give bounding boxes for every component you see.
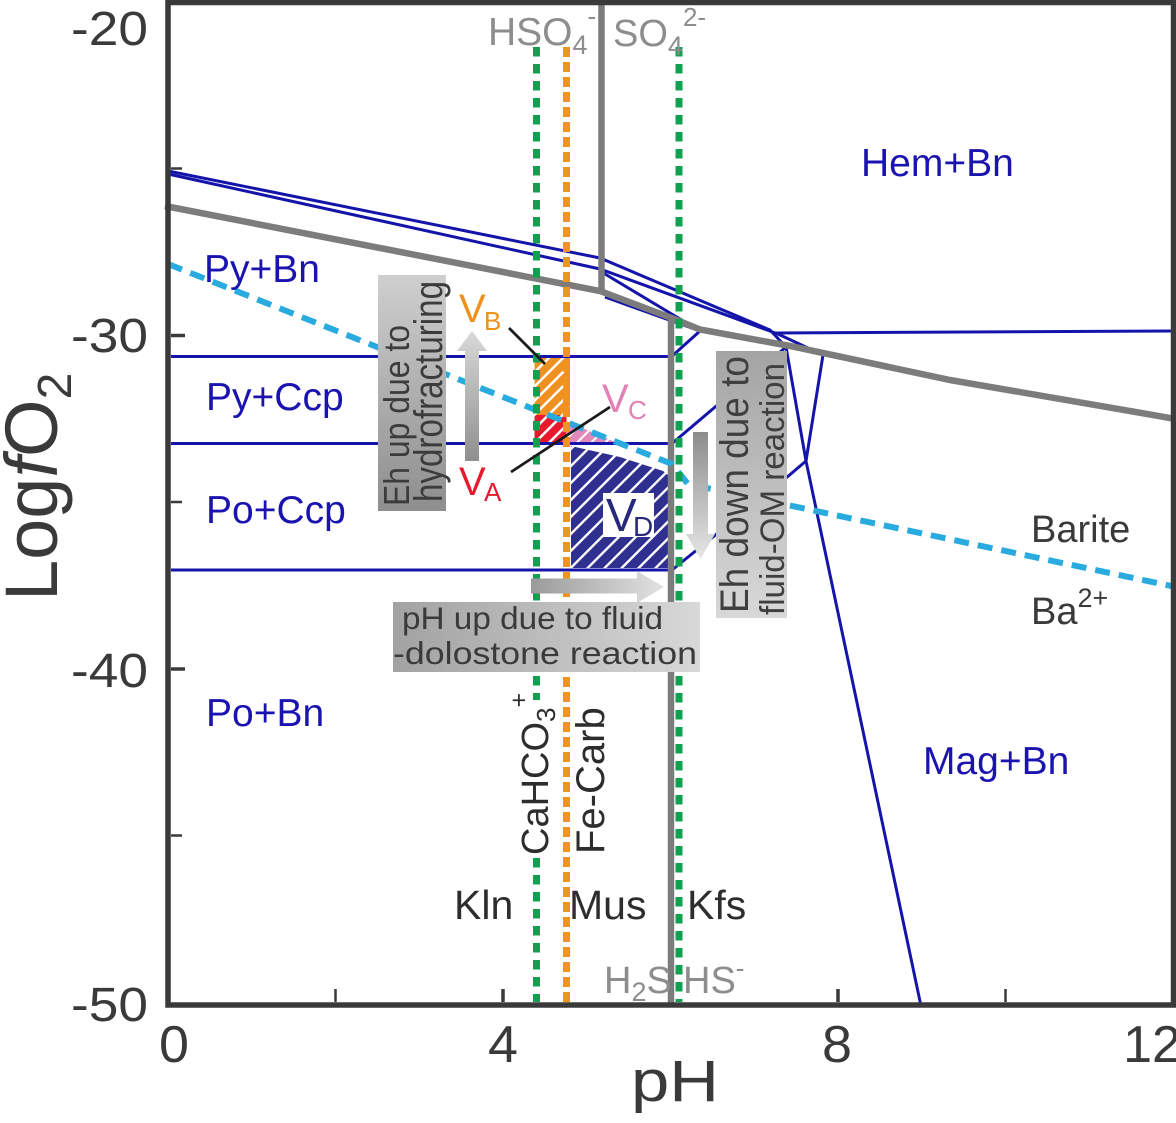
svg-text:V: V (459, 287, 486, 331)
svg-text:0: 0 (159, 1016, 189, 1074)
svg-text:-30: -30 (71, 310, 148, 363)
svg-text:4: 4 (488, 1016, 518, 1074)
svg-text:pH: pH (631, 1049, 719, 1114)
svg-text:Py+Bn: Py+Bn (204, 248, 320, 291)
svg-text:12: 12 (1123, 1016, 1176, 1074)
svg-text:Kln: Kln (454, 882, 513, 928)
svg-text:hydrofracturing: hydrofracturing (407, 281, 451, 502)
svg-text:Fe-Carb: Fe-Carb (569, 707, 613, 854)
svg-text:fluid-OM reaction: fluid-OM reaction (754, 363, 792, 615)
svg-text:8: 8 (822, 1016, 852, 1074)
svg-text:V: V (602, 377, 629, 421)
svg-text:Hem+Bn: Hem+Bn (861, 142, 1014, 185)
svg-text:pH up due to fluid: pH up due to fluid (402, 600, 663, 636)
svg-text:Kfs: Kfs (687, 882, 746, 928)
svg-text:C: C (628, 395, 647, 425)
svg-text:Py+Ccp: Py+Ccp (206, 376, 344, 419)
svg-text:B: B (484, 306, 501, 336)
svg-text:-20: -20 (71, 3, 148, 56)
svg-text:V: V (459, 460, 486, 504)
svg-text:V: V (606, 489, 637, 541)
svg-text:Eh up due to: Eh up due to (376, 325, 417, 506)
svg-text:Mag+Bn: Mag+Bn (923, 740, 1069, 783)
svg-text:LogfO2: LogfO2 (0, 373, 82, 601)
svg-text:HS-: HS- (683, 953, 744, 1002)
svg-text:Po+Ccp: Po+Ccp (206, 489, 346, 532)
svg-text:D: D (633, 511, 653, 542)
svg-text:A: A (484, 477, 502, 507)
svg-text:-dolostone reaction: -dolostone reaction (393, 635, 697, 671)
svg-text:-50: -50 (71, 979, 148, 1032)
svg-text:Po+Bn: Po+Bn (206, 692, 324, 735)
svg-text:Barite: Barite (1031, 509, 1130, 551)
svg-text:Mus: Mus (569, 882, 646, 928)
svg-text:Eh down due to: Eh down due to (713, 356, 757, 613)
svg-text:-40: -40 (71, 645, 148, 698)
